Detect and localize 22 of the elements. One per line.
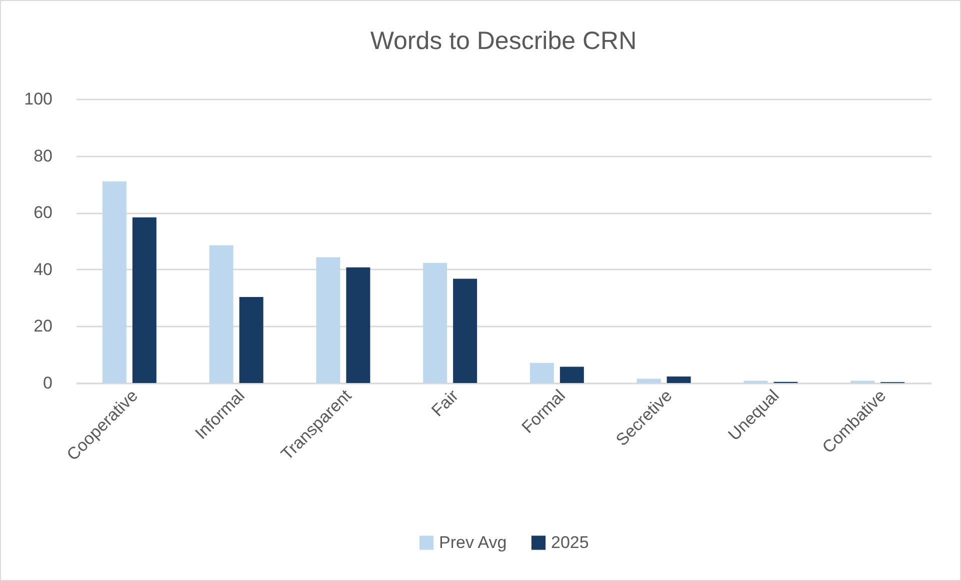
y-tick-label: 100 <box>24 90 52 108</box>
bar <box>132 217 156 383</box>
bar <box>530 362 554 383</box>
legend-label: 2025 <box>551 532 589 552</box>
y-tick-label: 0 <box>43 374 52 392</box>
bar <box>209 245 234 383</box>
legend-label: Prev Avg <box>439 532 507 552</box>
chart-title: Words to Describe CRN <box>370 27 637 55</box>
bar <box>102 181 126 383</box>
bar <box>316 257 340 383</box>
y-tick-label: 40 <box>34 260 52 279</box>
y-tick-label: 20 <box>34 316 52 336</box>
x-tick-label: Fair <box>428 386 462 420</box>
bar <box>423 262 448 383</box>
y-tick-label: 80 <box>34 146 52 166</box>
bar <box>666 376 691 383</box>
y-tick-label: 60 <box>34 203 52 222</box>
bar <box>560 366 584 383</box>
bar <box>346 267 370 383</box>
bar <box>636 378 661 383</box>
bar <box>453 278 478 383</box>
bar <box>239 296 264 383</box>
